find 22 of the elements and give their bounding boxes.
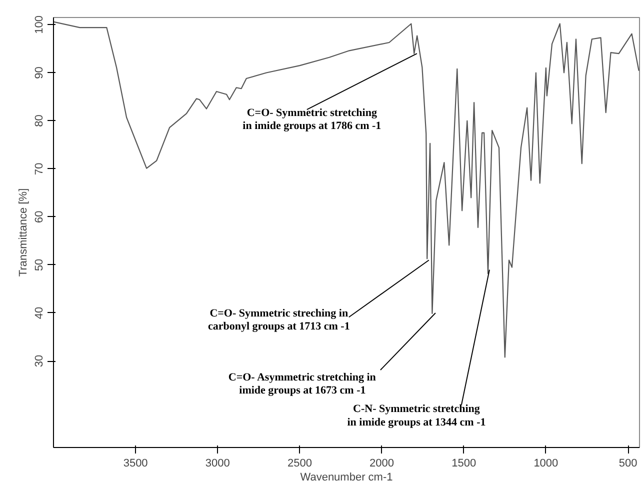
y-axis-title: Transmittance [%] [18,188,30,277]
x-tick-label: 2000 [370,458,394,470]
y-tick-label: 60 [34,210,46,224]
y-tick-label: 30 [34,354,46,368]
x-tick-label: 1500 [452,458,476,470]
y-tick-label: 40 [34,306,46,320]
y-tick-label: 70 [34,162,46,175]
y-tick-label: 100 [34,16,46,34]
line-series [54,21,640,358]
x-tick-label: 1000 [534,458,558,470]
x-tick-label: 500 [618,458,638,470]
annotation: C=O- Asymmetric stretching in imide groups at 1673 cm -1 [228,371,376,397]
y-tick-label: 50 [34,258,46,272]
x-tick-label: 3000 [205,458,230,470]
y-tick-label: 90 [34,66,46,79]
annotation: C=O- Symmetric streching in carbonyl groups at 1713 cm -1 [208,308,350,333]
y-tick-label: 80 [34,114,46,127]
x-tick-label: 3500 [123,458,148,470]
x-tick-label: 2500 [287,458,312,470]
x-axis-title: Wavenumber cm-1 [300,472,393,484]
annotation: C=O- Symmetric stretching in imide groups at 1786 cm -1 [242,106,382,132]
annotation: C-N- Symmetric stretching in imide groups at 1344 cm -1 [347,403,486,428]
